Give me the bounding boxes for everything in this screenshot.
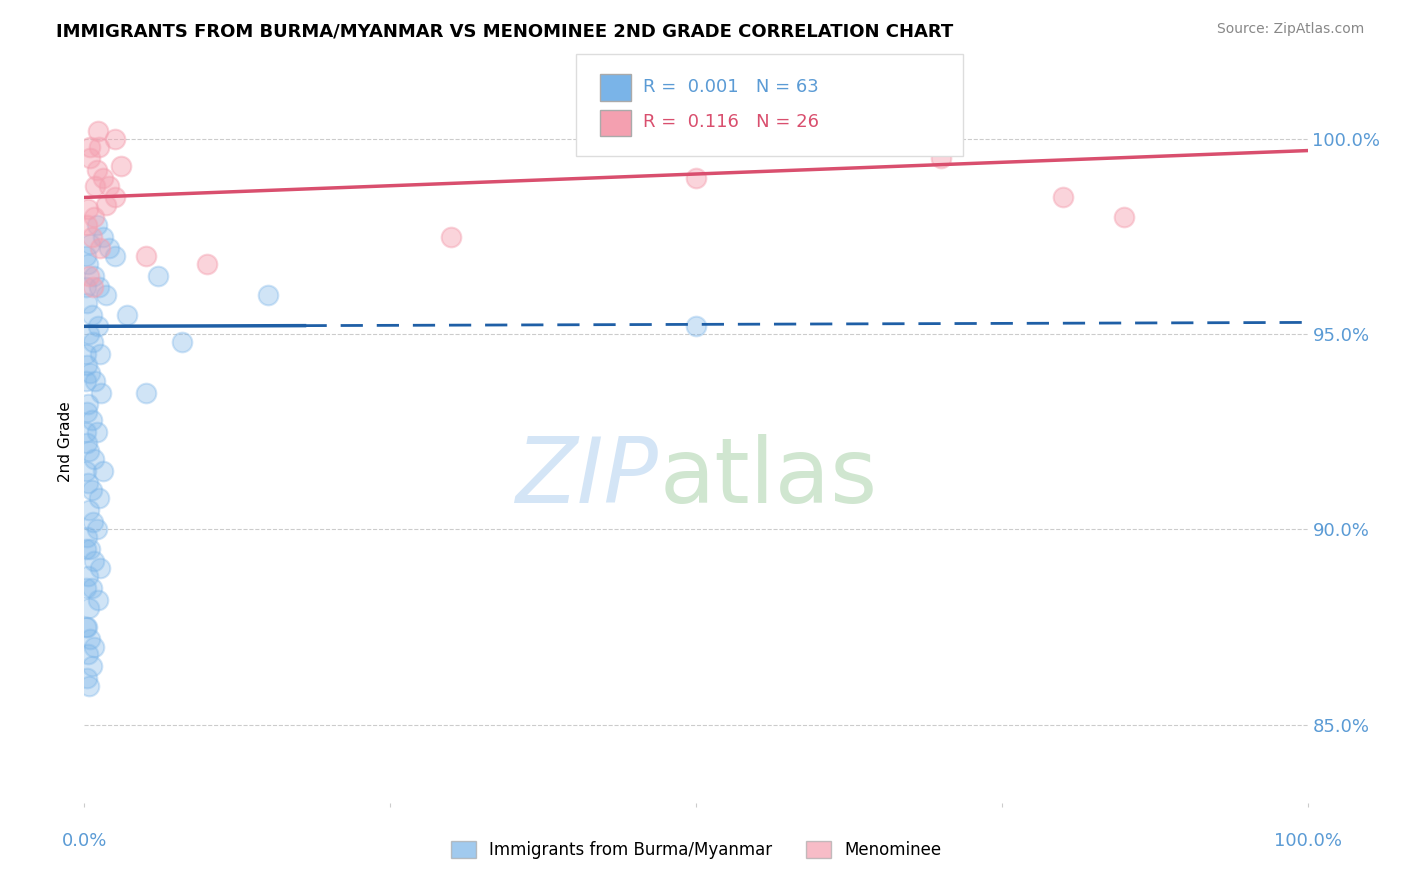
Point [75, 620, 97, 634]
Point [76, 296, 98, 310]
Point [75, 464, 97, 478]
Point [83, 452, 105, 467]
Point [104, 132, 127, 146]
Point [97, 178, 120, 193]
Text: 100.0%: 100.0% [1274, 831, 1341, 850]
Point [87, 319, 110, 334]
Point [76, 620, 98, 634]
Point [440, 229, 463, 244]
Point [77, 397, 100, 411]
Point [75, 249, 97, 263]
Point [77, 679, 100, 693]
Text: IMMIGRANTS FROM BURMA/MYANMAR VS MENOMINEE 2ND GRADE CORRELATION CHART: IMMIGRANTS FROM BURMA/MYANMAR VS MENOMIN… [56, 22, 953, 40]
Point [79, 139, 101, 153]
Point [79, 237, 101, 252]
Point [77, 268, 100, 283]
Point [75, 425, 97, 439]
Point [76, 436, 98, 450]
Point [83, 210, 105, 224]
Point [83, 268, 105, 283]
Point [82, 280, 104, 294]
Point [1052, 190, 1074, 204]
Point [77, 600, 100, 615]
Point [86, 523, 108, 537]
Point [80, 229, 103, 244]
Point [87, 592, 110, 607]
Point [77, 648, 100, 662]
Point [77, 475, 100, 490]
Point [76, 405, 98, 419]
Point [87, 124, 110, 138]
Y-axis label: 2nd Grade: 2nd Grade [58, 401, 73, 482]
Point [83, 554, 105, 568]
Point [135, 385, 157, 400]
Point [76, 359, 98, 373]
Point [685, 319, 707, 334]
Point [79, 366, 101, 380]
Point [77, 503, 100, 517]
Point [87, 139, 110, 153]
Point [1114, 210, 1136, 224]
Point [77, 444, 100, 458]
Point [77, 569, 100, 583]
Point [135, 249, 157, 263]
Point [75, 280, 97, 294]
Point [84, 178, 107, 193]
Point [89, 561, 111, 575]
Point [75, 541, 97, 556]
Point [110, 159, 132, 173]
Text: R =  0.116   N = 26: R = 0.116 N = 26 [643, 113, 818, 131]
Point [80, 581, 103, 595]
Point [104, 249, 127, 263]
Point [77, 202, 100, 216]
Point [75, 374, 97, 388]
Point [79, 152, 101, 166]
Point [91, 464, 114, 478]
Point [97, 241, 120, 255]
Point [76, 218, 98, 232]
Point [89, 241, 111, 255]
Point [77, 257, 100, 271]
Point [146, 268, 169, 283]
Point [80, 659, 103, 673]
Point [91, 229, 114, 244]
Point [86, 425, 108, 439]
Point [929, 152, 952, 166]
Text: atlas: atlas [659, 434, 877, 522]
Point [257, 288, 280, 302]
Point [76, 530, 98, 544]
Point [80, 413, 103, 427]
Text: ZIP: ZIP [516, 434, 659, 522]
Point [685, 170, 707, 185]
Point [104, 190, 127, 204]
Point [115, 308, 138, 322]
Point [90, 385, 112, 400]
Point [96, 198, 118, 212]
Point [195, 257, 218, 271]
Point [75, 581, 97, 595]
Point [79, 632, 101, 646]
Point [96, 288, 118, 302]
Point [87, 280, 110, 294]
Text: Source: ZipAtlas.com: Source: ZipAtlas.com [1216, 22, 1364, 37]
Text: 0.0%: 0.0% [62, 831, 107, 850]
Legend: Immigrants from Burma/Myanmar, Menominee: Immigrants from Burma/Myanmar, Menominee [451, 841, 941, 860]
Point [83, 640, 105, 654]
Point [84, 374, 107, 388]
Point [77, 327, 100, 342]
Point [91, 170, 114, 185]
Point [82, 334, 104, 349]
Point [86, 163, 108, 178]
Text: R =  0.001   N = 63: R = 0.001 N = 63 [643, 78, 818, 95]
Point [76, 671, 98, 685]
Point [79, 541, 101, 556]
Point [80, 308, 103, 322]
Point [89, 346, 111, 360]
Point [86, 218, 108, 232]
Point [87, 491, 110, 505]
Point [75, 346, 97, 360]
Point [80, 483, 103, 498]
Point [172, 334, 194, 349]
Point [82, 515, 104, 529]
